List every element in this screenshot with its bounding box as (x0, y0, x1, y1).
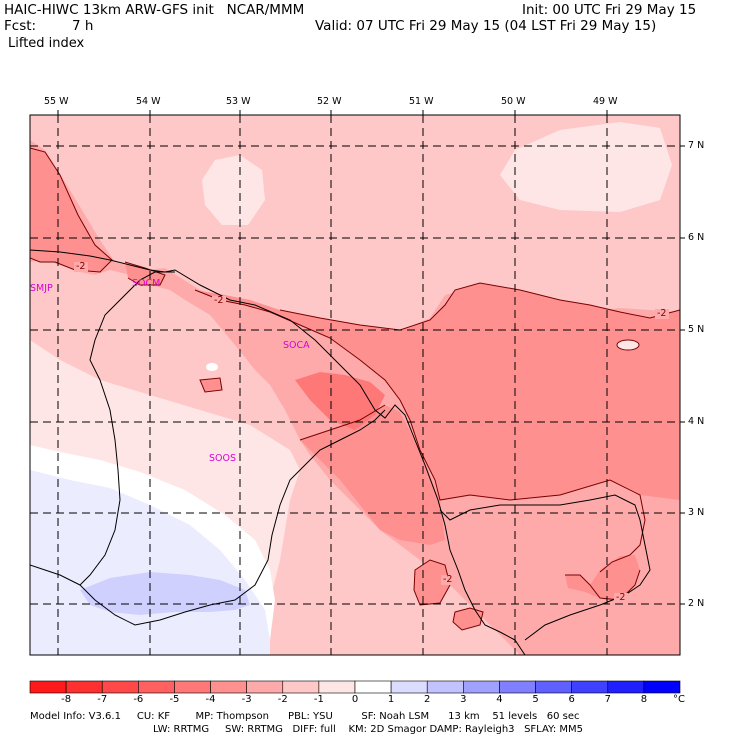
valid-time: Valid: 07 UTC Fri 29 May 15 (04 LST Fri … (315, 18, 657, 34)
colorbar (29, 680, 681, 694)
lon-label-54w: 54 W (136, 96, 161, 107)
colorbar-swatch (246, 680, 284, 694)
coastline (30, 249, 651, 655)
colorbar-tick-label: 5 (532, 694, 539, 705)
model-info-line2: LW: RRTMG SW: RRTMG DIFF: full KM: 2D Sm… (153, 724, 583, 735)
colorbar-tick-label: -2 (277, 694, 288, 705)
model-title: HAIC-HIWC 13km ARW-GFS init NCAR/MMM (4, 2, 305, 18)
colorbar-tick-label: 4 (496, 694, 503, 705)
lon-label-51w: 51 W (409, 96, 434, 107)
lon-label-49w: 49 W (593, 96, 618, 107)
colorbar-unit: °C (673, 694, 685, 705)
colorbar-swatch (29, 680, 67, 694)
colorbar-tick-label: -7 (97, 694, 108, 705)
contour-minus2 (30, 147, 680, 631)
colorbar-swatch (535, 680, 572, 694)
colorbar-swatch (390, 680, 428, 694)
fill-small-patch-4 (565, 555, 640, 600)
colorbar-tick-label: -8 (61, 694, 72, 705)
station-soos: SOOS (209, 453, 237, 464)
colorbar-swatch (318, 680, 356, 694)
fill-small-spot (617, 340, 639, 350)
fill-socm-patch (125, 262, 165, 285)
lat-label-2n: 2 N (688, 598, 705, 609)
fill-minus4-to-minus3 (295, 372, 385, 430)
init-time: Init: 00 UTC Fri 29 May 15 (522, 2, 697, 18)
fill-small-patch-3 (453, 608, 483, 630)
colorbar-swatch (65, 680, 103, 694)
station-smjp: SMJP (30, 283, 53, 294)
colorbar-swatch (174, 680, 211, 694)
forecast-label: Fcst: (4, 18, 37, 34)
fill-0-to-minus1-ne (500, 122, 672, 212)
colorbar-swatch (282, 680, 320, 694)
colorbar-swatch (463, 680, 500, 694)
colorbar-swatch (607, 680, 645, 694)
contour-label: -2 (214, 295, 224, 306)
colorbar-tick-label: -4 (205, 694, 216, 705)
colorbar-swatch (138, 680, 175, 694)
colorbar-swatch (499, 680, 536, 694)
fill-0-to-minus1-n (202, 155, 265, 225)
colorbar-swatch (643, 680, 681, 694)
colorbar-tick-label: 2 (424, 694, 431, 705)
contour-label: -2 (443, 574, 453, 585)
colorbar-tick-label: 8 (640, 694, 648, 705)
lon-label-53w: 53 W (226, 96, 251, 107)
contour-label: -2 (657, 308, 667, 319)
lat-label-5n: 5 N (688, 324, 705, 335)
colorbar-tick-label: 7 (604, 694, 611, 705)
fill-small-patch-1 (200, 378, 222, 392)
contour-label: -2 (76, 261, 86, 272)
contour-label: -2 (616, 592, 626, 603)
map-border (29, 114, 681, 656)
colorbar-tick-label: -3 (241, 694, 252, 705)
field-name: Lifted index (8, 36, 85, 51)
colorbar-swatch (101, 680, 139, 694)
lat-label-7n: 7 N (688, 140, 705, 151)
lon-label-50w: 50 W (501, 96, 526, 107)
colorbar-swatch (426, 680, 464, 694)
model-info-line1: Model Info: V3.6.1 CU: KF MP: Thompson P… (30, 711, 580, 722)
fill-minus3-lower (300, 405, 445, 545)
colorbar-swatch (210, 680, 247, 694)
colorbar-swatch (571, 680, 609, 694)
colorbar-tick-label: 3 (460, 694, 467, 705)
colorbar-tick-label: -6 (133, 694, 144, 705)
lat-label-4n: 4 N (688, 416, 705, 427)
lon-label-52w: 52 W (317, 96, 342, 107)
colorbar-tick-label: 0 (351, 694, 359, 705)
station-soca: SOCA (283, 340, 310, 351)
lat-label-3n: 3 N (688, 507, 705, 518)
lat-label-6n: 6 N (688, 232, 705, 243)
fill-small-spot-2 (206, 363, 218, 371)
colorbar-tick-label: -1 (313, 694, 324, 705)
lon-label-55w: 55 W (44, 96, 69, 107)
forecast-hour: 7 h (72, 18, 94, 34)
graticule (30, 115, 680, 655)
colorbar-swatch (354, 680, 392, 694)
fill-west-patch (30, 148, 112, 272)
contour-label-bg (74, 262, 669, 603)
colorbar-tick-label: 6 (568, 694, 575, 705)
colorbar-tick-label: -5 (169, 694, 180, 705)
colorbar-tick-label: 1 (387, 694, 395, 705)
fill-minus3-to-minus2 (195, 283, 680, 500)
axis-ticks (57, 110, 685, 605)
station-socm: SOCM (132, 278, 161, 289)
lifted-index-fill (30, 115, 680, 655)
